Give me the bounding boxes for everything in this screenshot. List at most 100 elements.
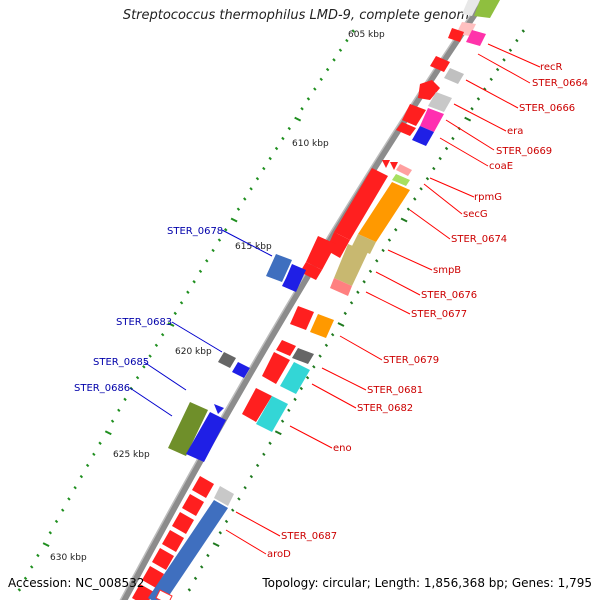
kbp-label-605: 605 kbp bbox=[348, 30, 385, 40]
gene-STER_0674-block[interactable] bbox=[352, 182, 410, 254]
tick-outer bbox=[92, 452, 96, 457]
tick-inner bbox=[451, 136, 455, 141]
gene-label-STER_0676[interactable]: STER_0676 bbox=[421, 290, 477, 301]
map-title: Streptococcus thermophilus LMD-9, comple… bbox=[122, 8, 478, 23]
tick-outer bbox=[198, 269, 203, 273]
gene-STER_0683-block[interactable] bbox=[218, 352, 250, 378]
tick-inner bbox=[293, 397, 297, 402]
gene-label-STER_0682[interactable]: STER_0682 bbox=[357, 403, 413, 414]
tick-inner bbox=[470, 107, 474, 111]
tick-inner bbox=[362, 280, 366, 284]
tick-outer bbox=[294, 116, 302, 122]
tick-outer bbox=[104, 430, 112, 436]
tick-outer bbox=[67, 497, 71, 501]
tick-inner bbox=[200, 565, 204, 569]
tick-outer bbox=[306, 97, 311, 101]
gene-label-rpmG[interactable]: rpmG bbox=[474, 192, 502, 203]
tick-inner bbox=[280, 419, 285, 423]
tick-outer bbox=[313, 87, 317, 91]
tick-inner bbox=[206, 553, 210, 558]
gene-block-top[interactable] bbox=[448, 0, 500, 46]
gene-label-smpB[interactable]: smpB bbox=[433, 265, 461, 276]
gene-label-recR[interactable]: recR bbox=[540, 62, 563, 73]
gene-label-STER_0687[interactable]: STER_0687 bbox=[281, 531, 337, 542]
gene-label-STER_0681[interactable]: STER_0681 bbox=[367, 385, 423, 396]
tick-outer bbox=[281, 136, 285, 141]
gene-eno-block[interactable] bbox=[242, 388, 288, 432]
gene-recR-block[interactable] bbox=[430, 56, 464, 84]
tick-outer bbox=[30, 565, 34, 569]
gene-label-STER_0686[interactable]: STER_0686 bbox=[74, 383, 130, 394]
tick-outer bbox=[36, 553, 40, 558]
gene-label-STER_0664[interactable]: STER_0664 bbox=[532, 78, 588, 89]
gene-label-STER_0677[interactable]: STER_0677 bbox=[411, 309, 467, 320]
tick-outer bbox=[351, 29, 355, 33]
tick-outer bbox=[287, 126, 291, 131]
tick-inner bbox=[349, 301, 354, 305]
tick-inner bbox=[187, 588, 192, 592]
gene-STER_0678-block[interactable] bbox=[266, 254, 306, 292]
tick-outer bbox=[123, 397, 127, 402]
tick-inner bbox=[438, 156, 442, 161]
tick-inner bbox=[425, 176, 430, 181]
tick-outer bbox=[73, 485, 77, 490]
tick-inner bbox=[193, 576, 198, 581]
gene-aroD-block[interactable] bbox=[148, 486, 234, 600]
gene-label-STER_0666[interactable]: STER_0666 bbox=[519, 103, 575, 114]
gene-label-STER_0678[interactable]: STER_0678 bbox=[167, 226, 223, 237]
tick-outer bbox=[23, 576, 28, 581]
tick-outer bbox=[192, 280, 196, 284]
tick-inner bbox=[330, 332, 335, 337]
tick-outer bbox=[186, 290, 190, 294]
tick-outer bbox=[42, 542, 50, 547]
tick-outer bbox=[61, 508, 65, 512]
tick-outer bbox=[179, 301, 184, 305]
gene-long-red-1[interactable] bbox=[326, 168, 388, 258]
gene-label-aroD[interactable]: aroD bbox=[267, 549, 291, 560]
tick-inner bbox=[243, 485, 247, 490]
tick-outer bbox=[332, 58, 336, 62]
tick-inner bbox=[495, 67, 500, 72]
tick-inner bbox=[508, 48, 513, 52]
gene-STER_0676-block[interactable] bbox=[300, 236, 368, 296]
genome-backbone bbox=[121, 0, 489, 600]
tick-inner bbox=[255, 463, 260, 468]
gene-label-secG[interactable]: secG bbox=[463, 209, 488, 220]
gene-label-STER_0674[interactable]: STER_0674 bbox=[451, 234, 507, 245]
tick-inner bbox=[432, 166, 436, 171]
tick-outer bbox=[110, 419, 115, 423]
tick-inner bbox=[394, 228, 398, 232]
gene-STER_0679-block[interactable] bbox=[290, 306, 334, 338]
tick-inner bbox=[368, 269, 373, 273]
gene-STER_0681-block[interactable] bbox=[262, 340, 314, 394]
tick-inner bbox=[521, 29, 525, 33]
tick-outer bbox=[117, 408, 121, 412]
tick-inner bbox=[476, 97, 481, 101]
tick-inner bbox=[249, 474, 254, 479]
gene-label-STER_0679[interactable]: STER_0679 bbox=[383, 355, 439, 366]
tick-inner bbox=[515, 38, 519, 43]
gene-era-block[interactable] bbox=[396, 80, 452, 146]
tick-outer bbox=[142, 365, 146, 369]
gene-label-STER_0683[interactable]: STER_0683 bbox=[116, 317, 172, 328]
gene-rpmG-block[interactable] bbox=[382, 160, 412, 186]
gene-STER_0686-block[interactable] bbox=[168, 402, 226, 462]
gene-label-STER_0685[interactable]: STER_0685 bbox=[93, 357, 149, 368]
tick-outer bbox=[85, 463, 90, 468]
tick-inner bbox=[224, 519, 229, 524]
tick-inner bbox=[218, 531, 223, 535]
tick-outer bbox=[325, 67, 330, 72]
gene-label-STER_0669[interactable]: STER_0669 bbox=[496, 146, 552, 157]
gene-label-era[interactable]: era bbox=[507, 126, 523, 137]
tick-outer bbox=[243, 197, 247, 201]
tick-outer bbox=[154, 343, 159, 348]
tick-inner bbox=[268, 441, 272, 445]
tick-inner bbox=[287, 408, 291, 412]
tick-inner bbox=[381, 248, 385, 253]
tick-inner bbox=[324, 343, 329, 348]
tick-outer bbox=[135, 375, 140, 380]
kbp-label-625: 625 kbp bbox=[113, 450, 150, 460]
gene-label-coaE[interactable]: coaE bbox=[489, 161, 513, 172]
gene-label-eno[interactable]: eno bbox=[333, 443, 352, 454]
tick-inner bbox=[375, 259, 379, 263]
